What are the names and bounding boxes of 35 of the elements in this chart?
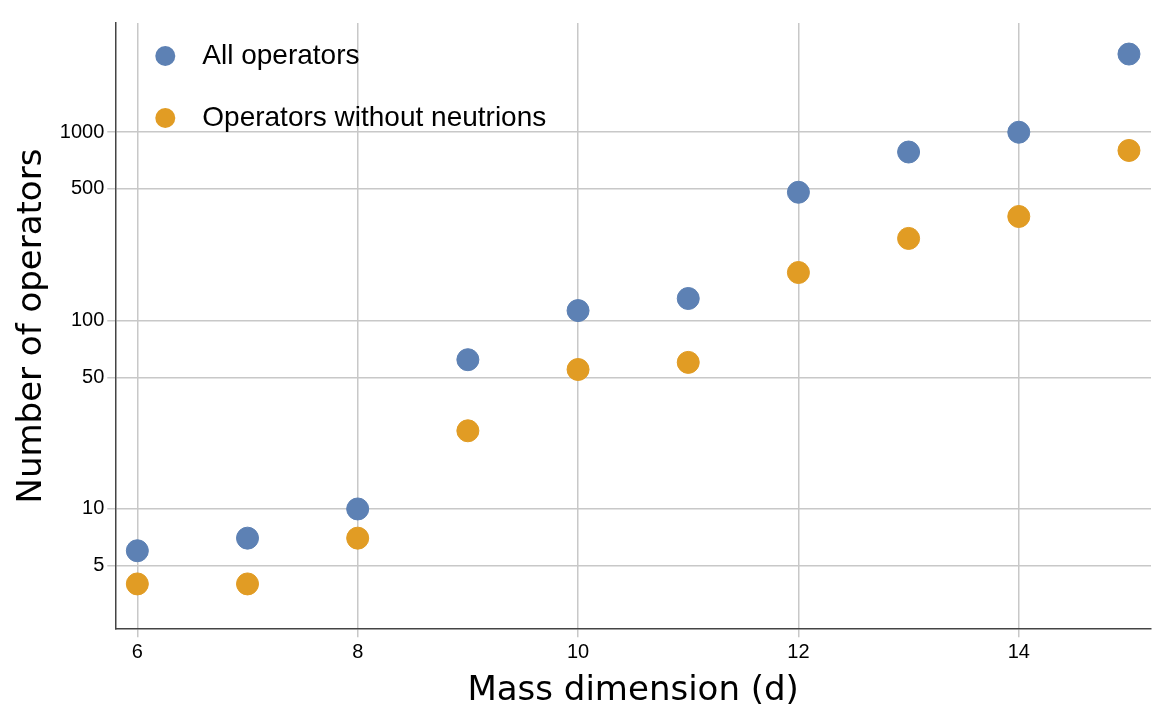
point: [125, 539, 149, 563]
point: [125, 572, 149, 596]
point: [676, 287, 700, 310]
point: [676, 350, 700, 374]
point: [236, 572, 260, 596]
point: [346, 526, 370, 550]
point: [897, 226, 921, 250]
point: [456, 419, 480, 443]
x-tick-label: 10: [566, 639, 590, 662]
point: [1007, 120, 1031, 144]
point: [1117, 42, 1141, 66]
legend-label: All operators: [202, 38, 360, 70]
legend-label: Operators without neutrions: [202, 100, 547, 132]
point: [456, 348, 480, 372]
x-tick-label: 14: [1007, 639, 1030, 662]
point: [346, 497, 370, 521]
x-tick-label: 8: [352, 639, 364, 662]
x-tick-label: 12: [787, 639, 810, 662]
y-axis-title: Number of operators: [9, 148, 50, 504]
point: [1007, 204, 1031, 228]
y-tick-label: 1000: [59, 119, 105, 142]
point: [566, 358, 590, 381]
y-tick-label: 100: [70, 308, 105, 331]
x-axis-title: Mass dimension (d): [467, 668, 799, 709]
y-tick-label: 10: [82, 496, 105, 519]
point: [897, 140, 921, 164]
y-tick-label: 5: [93, 553, 105, 576]
point: [566, 299, 590, 323]
point: [786, 180, 810, 204]
y-tick-label: 500: [70, 176, 105, 199]
y-tick-label: 50: [82, 364, 105, 387]
point: [1117, 138, 1141, 162]
x-tick-label: 6: [131, 639, 143, 662]
point: [786, 261, 810, 284]
point: [236, 526, 260, 550]
